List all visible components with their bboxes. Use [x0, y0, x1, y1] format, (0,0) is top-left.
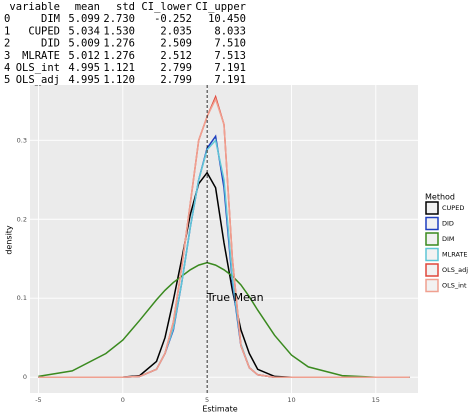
table-cell: 5.034: [68, 25, 100, 37]
y-tick-label: 0.3: [17, 136, 27, 144]
table-cell: OLS_int: [16, 62, 60, 74]
legend-label: CUPED: [442, 204, 464, 212]
table-header: std: [116, 1, 135, 13]
legend-key: [425, 216, 439, 231]
table-cell: 1.121: [103, 62, 135, 74]
table-cell: 7.510: [214, 38, 246, 50]
table-cell: DID: [41, 38, 60, 50]
legend-key: [425, 263, 439, 277]
table-cell: DIM: [41, 13, 60, 25]
x-tick-label: 10: [287, 396, 295, 404]
table-cell: 2.035: [160, 25, 192, 37]
y-tick-label: 0.2: [17, 215, 27, 223]
table-header: mean: [75, 1, 100, 13]
table-cell: OLS_adj: [16, 74, 60, 86]
legend-title: Method: [425, 193, 455, 202]
table-index: 4: [4, 62, 10, 74]
table-cell: 2.509: [160, 38, 192, 50]
table-cell: 5.099: [68, 13, 100, 25]
legend-key: [425, 201, 439, 215]
legend-key: [425, 232, 439, 246]
legend-key: [425, 247, 439, 262]
table-header: CI_upper: [195, 1, 246, 13]
table-cell: 4.995: [68, 62, 100, 74]
table-index: 1: [4, 25, 10, 37]
x-tick-label: 15: [372, 396, 380, 404]
legend-label: MLRATE: [442, 251, 468, 259]
legend-label: OLS_adj: [442, 266, 468, 274]
density-line: [38, 97, 410, 378]
table-header: variable: [9, 1, 60, 13]
table-cell: 1.276: [103, 50, 135, 62]
table-cell: 5.009: [68, 38, 100, 50]
table-cell: 10.450: [208, 13, 246, 25]
legend-label: DIM: [442, 235, 455, 243]
legend-label: OLS_int: [442, 282, 467, 290]
table-cell: 5.012: [68, 50, 100, 62]
legend-key: [425, 278, 439, 293]
table-cell: 7.513: [214, 50, 246, 62]
y-tick-label: 0.1: [17, 294, 27, 302]
table-cell: 7.191: [214, 74, 246, 86]
table-header: CI_lower: [141, 1, 192, 13]
table-index: 5: [4, 74, 10, 86]
density-line: [38, 261, 410, 378]
table-cell: 2.799: [160, 62, 192, 74]
x-tick-label: 0: [121, 396, 125, 404]
x-tick-label: -5: [35, 396, 41, 404]
annotation: True Mean: [206, 291, 264, 304]
x-axis-title: Estimate: [202, 405, 237, 414]
y-axis-title: density: [5, 225, 14, 255]
table-index: 0: [4, 13, 10, 25]
table-cell: 8.033: [214, 25, 246, 37]
table-cell: CUPED: [28, 25, 60, 37]
table-index: 3: [4, 50, 10, 62]
table-cell: 4.995: [68, 74, 100, 86]
table-cell: 7.191: [214, 62, 246, 74]
table-cell: 2.730: [103, 13, 135, 25]
table-cell: 2.512: [160, 50, 192, 62]
table-cell: MLRATE: [22, 50, 60, 62]
legend-label: DID: [442, 220, 454, 228]
table-cell: -0.252: [154, 13, 192, 25]
x-tick-label: 5: [205, 396, 209, 404]
table-cell: 1.276: [103, 38, 135, 50]
table-cell: 1.530: [103, 25, 135, 37]
y-tick-label: 0: [23, 373, 27, 381]
table-cell: 2.799: [160, 74, 192, 86]
table-index: 2: [4, 38, 10, 50]
table-cell: 1.120: [103, 74, 135, 86]
